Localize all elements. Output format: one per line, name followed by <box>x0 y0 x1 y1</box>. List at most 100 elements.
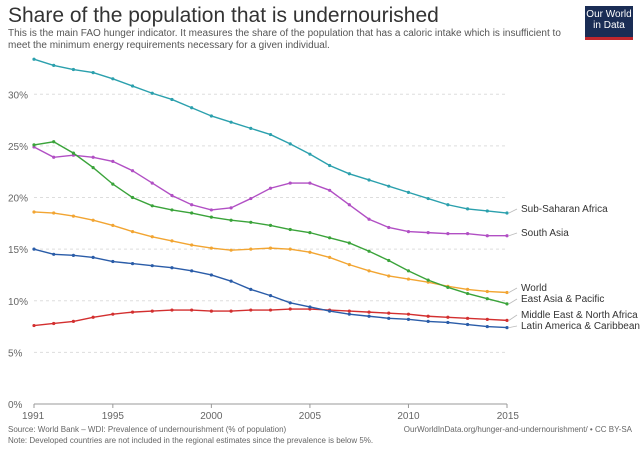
data-point-sub-saharan-africa-2015[interactable] <box>505 211 509 215</box>
data-point-east-asia-pacific-2014[interactable] <box>485 297 489 301</box>
data-point-south-asia-1992[interactable] <box>52 155 56 159</box>
data-point-sub-saharan-africa-1993[interactable] <box>71 67 76 72</box>
data-point-world-1994[interactable] <box>91 218 95 222</box>
data-point-latin-america-caribbean-1991[interactable] <box>32 247 36 251</box>
data-point-world-2001[interactable] <box>229 248 233 252</box>
data-point-sub-saharan-africa-2006[interactable] <box>328 163 332 168</box>
data-point-south-asia-2006[interactable] <box>328 188 332 192</box>
data-point-middle-east-north-africa-2011[interactable] <box>426 314 430 318</box>
data-point-middle-east-north-africa-2010[interactable] <box>406 312 411 316</box>
data-point-south-asia-2002[interactable] <box>249 196 253 201</box>
data-point-east-asia-pacific-2002[interactable] <box>249 220 253 224</box>
data-point-east-asia-pacific-2004[interactable] <box>288 227 292 232</box>
data-point-south-asia-2015[interactable] <box>505 234 509 238</box>
data-point-world-2008[interactable] <box>367 269 371 273</box>
data-point-world-1996[interactable] <box>130 229 135 234</box>
data-point-south-asia-2014[interactable] <box>485 234 489 238</box>
data-point-latin-america-caribbean-1992[interactable] <box>52 252 56 256</box>
data-point-sub-saharan-africa-1997[interactable] <box>150 91 154 95</box>
data-point-world-2006[interactable] <box>328 255 332 260</box>
data-point-world-2007[interactable] <box>347 263 351 267</box>
data-point-middle-east-north-africa-2012[interactable] <box>446 315 450 319</box>
data-point-south-asia-2005[interactable] <box>308 181 312 185</box>
series-label-south-asia[interactable]: South Asia <box>521 228 569 239</box>
data-point-sub-saharan-africa-2003[interactable] <box>268 132 273 137</box>
series-line-south-asia[interactable] <box>33 146 507 237</box>
data-point-south-asia-2009[interactable] <box>387 225 391 230</box>
data-point-world-1997[interactable] <box>150 235 154 239</box>
data-point-middle-east-north-africa-1995[interactable] <box>111 312 115 316</box>
data-point-sub-saharan-africa-1994[interactable] <box>91 71 95 75</box>
data-point-east-asia-pacific-2005[interactable] <box>308 231 312 235</box>
data-point-latin-america-caribbean-2013[interactable] <box>465 322 470 327</box>
data-point-world-1992[interactable] <box>52 211 56 215</box>
data-point-world-2005[interactable] <box>308 250 312 254</box>
data-point-east-asia-pacific-1992[interactable] <box>52 140 56 144</box>
data-point-east-asia-pacific-1995[interactable] <box>111 182 115 186</box>
data-point-east-asia-pacific-1996[interactable] <box>130 195 135 200</box>
data-point-east-asia-pacific-1997[interactable] <box>150 204 154 208</box>
data-point-world-2003[interactable] <box>268 246 273 250</box>
data-point-latin-america-caribbean-1997[interactable] <box>150 264 154 268</box>
series-label-latin-america-caribbean[interactable]: Latin America & Caribbean <box>521 321 640 332</box>
data-point-sub-saharan-africa-2007[interactable] <box>347 172 351 176</box>
data-point-south-asia-2011[interactable] <box>426 231 430 235</box>
data-point-east-asia-pacific-2015[interactable] <box>505 302 509 306</box>
data-point-east-asia-pacific-2008[interactable] <box>367 249 371 253</box>
data-point-latin-america-caribbean-2010[interactable] <box>406 317 411 321</box>
data-point-east-asia-pacific-1994[interactable] <box>91 165 95 170</box>
data-point-south-asia-1994[interactable] <box>91 155 95 159</box>
data-point-sub-saharan-africa-2004[interactable] <box>288 142 292 146</box>
data-point-world-1998[interactable] <box>170 239 174 243</box>
data-point-world-2013[interactable] <box>465 287 470 292</box>
data-point-sub-saharan-africa-2001[interactable] <box>229 120 233 124</box>
data-point-world-1995[interactable] <box>111 223 115 228</box>
data-point-middle-east-north-africa-1998[interactable] <box>170 308 174 312</box>
data-point-middle-east-north-africa-1991[interactable] <box>32 323 36 328</box>
data-point-sub-saharan-africa-2014[interactable] <box>485 209 489 213</box>
data-point-south-asia-2001[interactable] <box>229 206 233 210</box>
data-point-middle-east-north-africa-2002[interactable] <box>249 308 253 312</box>
data-point-east-asia-pacific-2003[interactable] <box>268 223 273 228</box>
data-point-east-asia-pacific-2000[interactable] <box>209 215 213 219</box>
data-point-latin-america-caribbean-2012[interactable] <box>446 320 450 325</box>
data-point-latin-america-caribbean-1995[interactable] <box>111 259 115 264</box>
data-point-world-1999[interactable] <box>190 243 194 247</box>
data-point-middle-east-north-africa-1993[interactable] <box>71 319 76 324</box>
data-point-middle-east-north-africa-1997[interactable] <box>150 309 154 313</box>
data-point-latin-america-caribbean-1993[interactable] <box>71 253 76 257</box>
data-point-east-asia-pacific-1993[interactable] <box>71 151 76 155</box>
data-point-sub-saharan-africa-2011[interactable] <box>426 196 430 201</box>
data-point-middle-east-north-africa-2003[interactable] <box>268 308 273 312</box>
data-point-east-asia-pacific-1999[interactable] <box>190 211 194 215</box>
data-point-middle-east-north-africa-1994[interactable] <box>91 315 95 319</box>
data-point-south-asia-1999[interactable] <box>190 203 194 207</box>
data-point-world-2000[interactable] <box>209 246 213 250</box>
data-point-latin-america-caribbean-2001[interactable] <box>229 279 233 283</box>
data-point-south-asia-2000[interactable] <box>209 208 213 212</box>
data-point-middle-east-north-africa-1992[interactable] <box>52 321 56 326</box>
data-point-sub-saharan-africa-1996[interactable] <box>130 84 135 88</box>
data-point-latin-america-caribbean-2007[interactable] <box>347 312 351 316</box>
data-point-sub-saharan-africa-1991[interactable] <box>32 57 36 61</box>
data-point-middle-east-north-africa-1996[interactable] <box>130 310 135 314</box>
series-label-east-asia-pacific[interactable]: East Asia & Pacific <box>521 294 604 305</box>
data-point-latin-america-caribbean-2009[interactable] <box>387 316 391 320</box>
data-point-world-2009[interactable] <box>387 274 391 278</box>
data-point-middle-east-north-africa-2009[interactable] <box>387 311 391 315</box>
data-point-east-asia-pacific-2010[interactable] <box>406 269 411 273</box>
data-point-middle-east-north-africa-2007[interactable] <box>347 309 351 313</box>
data-point-east-asia-pacific-2011[interactable] <box>426 278 430 282</box>
data-point-south-asia-2013[interactable] <box>465 232 470 236</box>
data-point-middle-east-north-africa-2000[interactable] <box>209 309 213 313</box>
data-point-east-asia-pacific-2013[interactable] <box>465 291 470 296</box>
series-label-middle-east-north-africa[interactable]: Middle East & North Africa <box>521 310 638 321</box>
data-point-latin-america-caribbean-1996[interactable] <box>130 262 135 266</box>
data-point-middle-east-north-africa-2014[interactable] <box>485 317 489 321</box>
data-point-latin-america-caribbean-2008[interactable] <box>367 314 371 318</box>
data-point-south-asia-1995[interactable] <box>111 159 115 163</box>
data-point-latin-america-caribbean-2002[interactable] <box>249 287 253 292</box>
data-point-sub-saharan-africa-2000[interactable] <box>209 114 213 118</box>
data-point-south-asia-2010[interactable] <box>406 229 411 234</box>
data-point-east-asia-pacific-1991[interactable] <box>32 143 36 147</box>
